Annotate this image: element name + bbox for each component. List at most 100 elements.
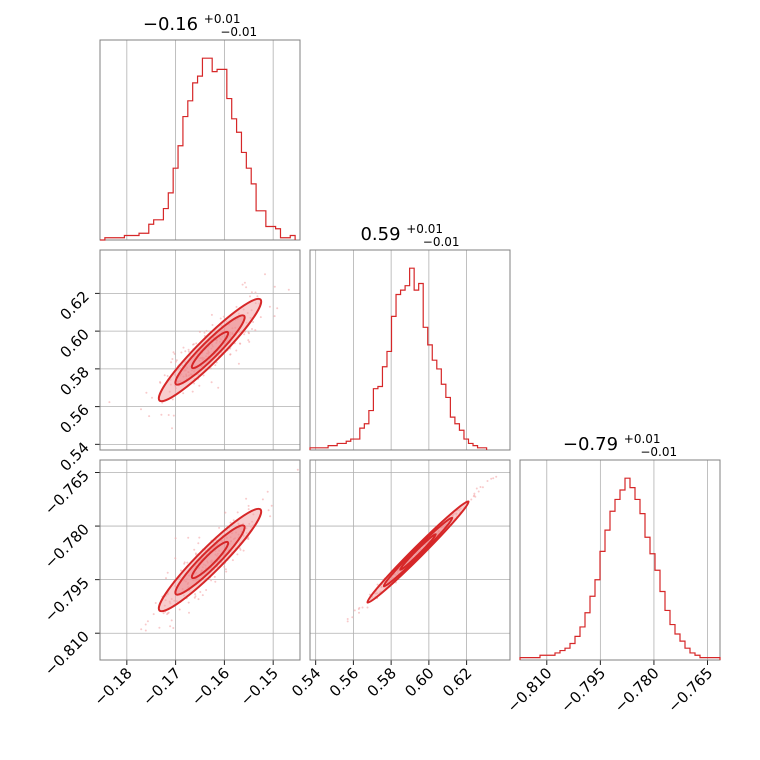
sample-point — [163, 374, 166, 377]
sample-point — [201, 594, 204, 597]
sample-point — [217, 386, 220, 389]
sample-point — [140, 408, 142, 411]
y-tick-label-p2: −0.795 — [41, 574, 93, 626]
sample-point — [180, 569, 182, 572]
sample-point — [361, 606, 364, 609]
sample-point — [205, 329, 208, 332]
x-tick-label-p0: −0.17 — [139, 664, 184, 709]
sample-point — [250, 291, 253, 294]
sample-point — [358, 611, 360, 614]
x-tick-label-p1: 0.54 — [288, 664, 324, 700]
title-p0: −0.16 +0.01 −0.01 — [143, 7, 257, 39]
x-tick-label-p1: 0.58 — [364, 664, 400, 700]
histogram-p2 — [519, 477, 721, 660]
sample-point — [205, 589, 208, 591]
sample-point — [242, 549, 245, 552]
sample-point — [247, 508, 250, 511]
sample-point — [276, 307, 279, 310]
sample-point — [473, 492, 476, 495]
sample-point — [210, 381, 213, 384]
hist-panel-p2 — [519, 459, 721, 665]
sample-point — [187, 601, 190, 604]
sample-point — [144, 629, 147, 632]
title-p2: −0.79 +0.01 −0.01 — [563, 427, 677, 459]
y-tick-label-p2: −0.810 — [41, 627, 93, 679]
sample-point — [167, 414, 170, 416]
scatter-panel-p2-vs-p1-frame — [309, 459, 511, 661]
sample-point — [180, 351, 183, 354]
sample-point — [229, 521, 232, 524]
sample-point — [222, 315, 225, 318]
sample-point — [152, 613, 155, 616]
sample-point — [346, 620, 349, 623]
sample-point — [229, 353, 232, 356]
sample-point — [160, 413, 163, 416]
sample-point — [144, 623, 147, 626]
sample-point — [245, 497, 248, 500]
sample-point — [479, 486, 482, 488]
sample-point — [203, 335, 206, 337]
contour-fill — [158, 508, 262, 612]
sample-point — [202, 374, 205, 377]
contour-line — [366, 500, 470, 604]
y-tick-label-p2: −0.780 — [41, 520, 93, 572]
contour-line — [382, 516, 454, 588]
contour-fill — [158, 298, 262, 402]
sample-point — [170, 361, 173, 364]
sample-point — [187, 350, 190, 353]
sample-point — [214, 580, 217, 583]
sample-point — [223, 565, 226, 568]
x-tick-label-p1: 0.56 — [326, 664, 362, 700]
sample-point — [231, 559, 234, 562]
sample-point — [235, 349, 238, 352]
scatter-panel-p2-vs-p0-frame — [99, 459, 301, 661]
contour-line — [190, 330, 230, 370]
sample-point — [210, 313, 213, 316]
contour-line — [157, 507, 263, 613]
hist-panel-p0 — [99, 39, 301, 241]
contour-fill — [367, 501, 469, 603]
sample-point — [251, 328, 253, 330]
sample-point — [192, 343, 194, 346]
contour-fill — [175, 315, 245, 385]
sample-point — [346, 618, 349, 620]
sample-point — [171, 358, 174, 360]
hist-panel-p2-frame — [519, 459, 721, 661]
sample-point — [166, 571, 169, 574]
sample-point — [224, 511, 227, 514]
sample-point — [474, 495, 477, 498]
scatter-panel-p2-vs-p0 — [95, 459, 301, 665]
title-p0-plus: +0.01 — [204, 12, 241, 26]
sample-point — [259, 316, 262, 319]
sample-point — [158, 626, 161, 629]
sample-point — [261, 498, 264, 501]
sample-point — [154, 602, 157, 604]
sample-point — [268, 305, 271, 308]
sample-point — [193, 548, 196, 551]
title-p1-minus: −0.01 — [423, 235, 460, 249]
sample-point — [187, 348, 190, 351]
x-tick-label-p1: 0.62 — [439, 664, 475, 700]
sample-point — [243, 333, 246, 336]
sample-point — [273, 315, 276, 318]
sample-point — [472, 495, 475, 498]
x-tick-label-p0: −0.16 — [188, 664, 233, 709]
sample-point — [214, 364, 217, 367]
sample-point — [235, 305, 238, 308]
sample-point — [237, 362, 240, 365]
title-p1-median: 0.59 — [360, 224, 400, 245]
contour-line — [399, 533, 437, 571]
sample-point — [191, 390, 194, 393]
sample-point — [197, 598, 200, 601]
sample-point — [210, 579, 213, 582]
x-tick-label-p2: −0.780 — [611, 664, 663, 716]
sample-point — [492, 477, 495, 480]
sample-point — [184, 350, 187, 353]
sample-point — [178, 608, 181, 611]
sample-point — [245, 286, 248, 289]
sample-point — [194, 595, 197, 598]
sample-point — [232, 519, 235, 522]
y-tick-label-p1: 0.62 — [56, 287, 92, 323]
x-tick-label-p1: 0.60 — [401, 664, 437, 700]
